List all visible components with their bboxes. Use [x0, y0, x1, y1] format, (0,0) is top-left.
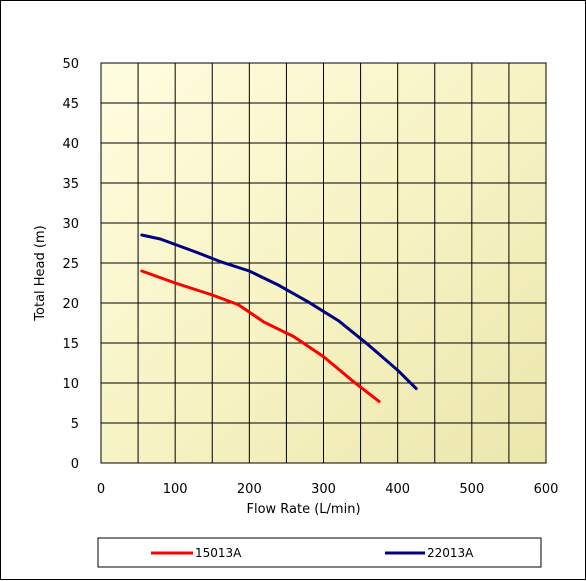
y-tick-label: 20 [62, 297, 79, 312]
y-tick-label: 15 [62, 337, 79, 352]
series-line-22013a [140, 233, 418, 391]
y-tick-label: 50 [62, 57, 79, 72]
x-tick-label: 600 [534, 482, 559, 497]
y-axis-label: Total Head (m) [33, 225, 48, 321]
y-tick-label: 30 [62, 217, 79, 232]
y-tick-label: 25 [62, 257, 79, 272]
series-line-15013a [140, 269, 381, 403]
x-tick-label: 200 [237, 482, 262, 497]
legend: 15013A 22013A [97, 537, 542, 568]
y-tick-label: 5 [71, 417, 79, 432]
legend-label-15013a: 15013A [195, 546, 242, 560]
x-tick-label: 500 [459, 482, 484, 497]
y-tick-label: 40 [62, 137, 79, 152]
series-layer [140, 233, 418, 403]
y-tick-labels: 0 5 10 15 20 25 30 35 40 45 50 [62, 57, 79, 472]
x-tick-label: 400 [385, 482, 410, 497]
y-tick-label: 35 [62, 177, 79, 192]
x-tick-label: 0 [97, 482, 105, 497]
x-tick-label: 300 [311, 482, 336, 497]
plot-border [100, 62, 547, 464]
grid-lines [100, 62, 547, 464]
x-axis-label: Flow Rate (L/min) [246, 502, 360, 517]
x-tick-label: 100 [163, 482, 188, 497]
legend-label-22013a: 22013A [427, 546, 474, 560]
x-tick-labels: 0 100 200 300 400 500 600 [97, 482, 559, 497]
y-tick-label: 45 [62, 97, 79, 112]
y-tick-label: 10 [62, 377, 79, 392]
y-tick-label: 0 [71, 457, 79, 472]
